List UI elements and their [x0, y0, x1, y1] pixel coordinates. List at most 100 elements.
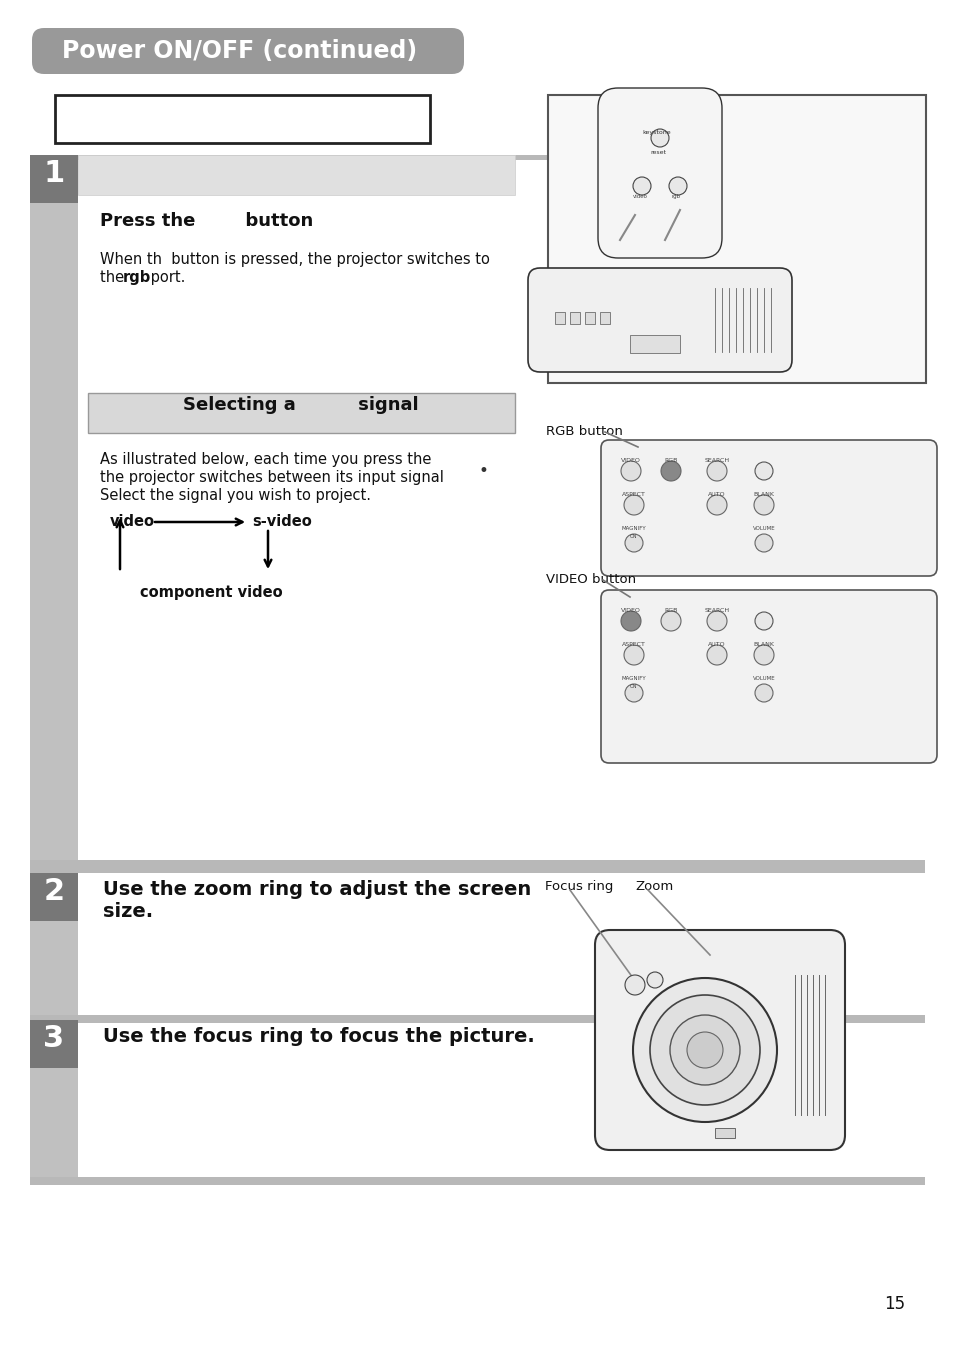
- Circle shape: [624, 976, 644, 995]
- Text: video: video: [110, 514, 154, 528]
- Text: Use the focus ring to focus the picture.: Use the focus ring to focus the picture.: [103, 1027, 535, 1046]
- Circle shape: [706, 461, 726, 481]
- Text: Use the zoom ring to adjust the screen: Use the zoom ring to adjust the screen: [103, 879, 531, 898]
- Bar: [88, 393, 515, 434]
- Text: Zoom: Zoom: [635, 879, 673, 893]
- Circle shape: [668, 178, 686, 195]
- Circle shape: [754, 684, 772, 702]
- Text: 2: 2: [44, 877, 65, 906]
- Circle shape: [754, 534, 772, 551]
- Bar: [30, 1015, 924, 1023]
- Circle shape: [624, 684, 642, 702]
- Text: reset: reset: [649, 150, 665, 154]
- Text: AUTO: AUTO: [707, 492, 725, 497]
- Bar: [30, 154, 78, 203]
- Text: 15: 15: [882, 1295, 904, 1313]
- Text: MAGNIFY: MAGNIFY: [621, 526, 645, 531]
- Text: rgb: rgb: [671, 194, 680, 199]
- Bar: [714, 1127, 734, 1138]
- Text: BLANK: BLANK: [753, 492, 774, 497]
- FancyBboxPatch shape: [595, 930, 844, 1150]
- Text: s-video: s-video: [252, 514, 312, 528]
- Circle shape: [620, 611, 640, 631]
- Circle shape: [754, 612, 772, 630]
- Circle shape: [633, 178, 650, 195]
- Bar: [569, 312, 579, 324]
- Text: BLANK: BLANK: [753, 642, 774, 646]
- Bar: [30, 869, 924, 873]
- FancyBboxPatch shape: [32, 28, 463, 75]
- Text: SEARCH: SEARCH: [703, 458, 729, 463]
- Text: video: video: [633, 194, 647, 199]
- Text: 3: 3: [44, 1024, 65, 1053]
- Text: As illustrated below, each time you press the: As illustrated below, each time you pres…: [100, 453, 431, 467]
- Text: keystone: keystone: [641, 130, 670, 136]
- Circle shape: [650, 129, 668, 146]
- Text: the projector switches between its input signal: the projector switches between its input…: [100, 470, 443, 485]
- Circle shape: [623, 495, 643, 515]
- Bar: [30, 1020, 78, 1182]
- Circle shape: [624, 534, 642, 551]
- FancyBboxPatch shape: [600, 589, 936, 763]
- Text: RGB button: RGB button: [545, 425, 622, 438]
- Text: Focus ring: Focus ring: [544, 879, 613, 893]
- Text: MAGNIFY: MAGNIFY: [621, 676, 645, 682]
- Text: ASPECT: ASPECT: [621, 492, 645, 497]
- Circle shape: [754, 462, 772, 480]
- FancyBboxPatch shape: [600, 440, 936, 576]
- Bar: [30, 154, 924, 160]
- Bar: [629, 335, 679, 354]
- Circle shape: [753, 645, 773, 665]
- Text: •: •: [478, 462, 488, 480]
- Text: rgb: rgb: [123, 270, 152, 285]
- Text: SEARCH: SEARCH: [703, 608, 729, 612]
- Text: port.: port.: [146, 270, 185, 285]
- Bar: [78, 154, 515, 195]
- Circle shape: [660, 611, 680, 631]
- Text: VOLUME: VOLUME: [752, 676, 775, 682]
- Circle shape: [706, 495, 726, 515]
- Text: VIDEO button: VIDEO button: [545, 573, 636, 585]
- Circle shape: [669, 1015, 740, 1085]
- Circle shape: [753, 495, 773, 515]
- Text: VOLUME: VOLUME: [752, 526, 775, 531]
- Bar: [599, 312, 609, 324]
- Text: Select the signal you wish to project.: Select the signal you wish to project.: [100, 488, 371, 503]
- Text: 1: 1: [43, 159, 65, 188]
- Text: Power ON/OFF (continued): Power ON/OFF (continued): [62, 39, 416, 62]
- Bar: [55, 95, 430, 144]
- Text: ASPECT: ASPECT: [621, 642, 645, 646]
- Circle shape: [623, 645, 643, 665]
- Text: component video: component video: [140, 585, 282, 600]
- FancyBboxPatch shape: [527, 268, 791, 373]
- Circle shape: [686, 1033, 722, 1068]
- Circle shape: [706, 645, 726, 665]
- Text: ON: ON: [630, 684, 638, 688]
- Circle shape: [660, 461, 680, 481]
- Text: VIDEO: VIDEO: [620, 608, 640, 612]
- Bar: [30, 154, 78, 864]
- Bar: [555, 312, 564, 324]
- Text: Press the        button: Press the button: [100, 211, 313, 230]
- Circle shape: [633, 978, 776, 1122]
- Text: Selecting a          signal: Selecting a signal: [183, 396, 418, 415]
- Bar: [584, 312, 595, 324]
- Text: the: the: [100, 270, 129, 285]
- Bar: [30, 860, 924, 869]
- Circle shape: [649, 995, 760, 1104]
- Text: When th  button is pressed, the projector switches to: When th button is pressed, the projector…: [100, 252, 489, 267]
- FancyBboxPatch shape: [598, 88, 721, 257]
- Text: RGB: RGB: [663, 458, 677, 463]
- Text: VIDEO: VIDEO: [620, 458, 640, 463]
- Circle shape: [620, 461, 640, 481]
- Text: AUTO: AUTO: [707, 642, 725, 646]
- Bar: [547, 95, 925, 383]
- Circle shape: [706, 611, 726, 631]
- Bar: [30, 1177, 924, 1186]
- Text: ON: ON: [630, 534, 638, 539]
- Text: size.: size.: [103, 902, 153, 921]
- Bar: [30, 873, 78, 1020]
- Circle shape: [646, 972, 662, 988]
- Text: RGB: RGB: [663, 608, 677, 612]
- Bar: [30, 1020, 78, 1068]
